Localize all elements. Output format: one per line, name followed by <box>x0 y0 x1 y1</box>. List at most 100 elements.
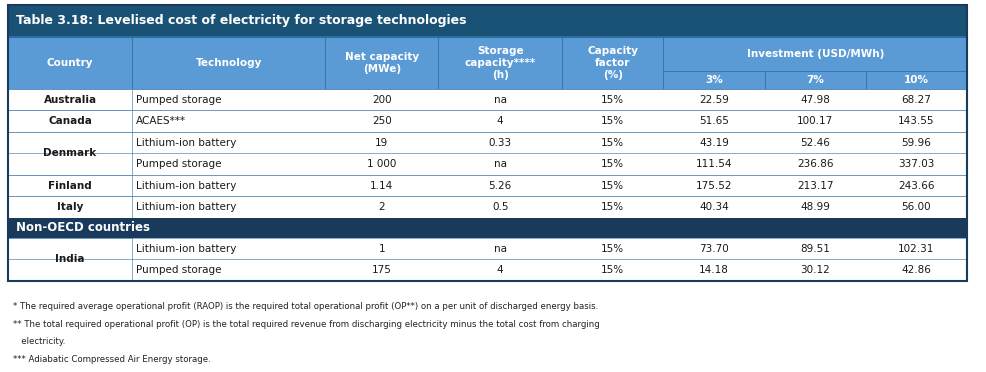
Bar <box>8 196 132 218</box>
Text: 59.96: 59.96 <box>900 138 931 148</box>
Text: 42.86: 42.86 <box>900 265 931 275</box>
Text: Investment (USD/MWh): Investment (USD/MWh) <box>745 49 883 59</box>
Text: 10%: 10% <box>903 75 928 85</box>
Text: Technology: Technology <box>195 58 261 68</box>
Text: 236.86: 236.86 <box>796 159 832 169</box>
Text: Canada: Canada <box>48 116 92 126</box>
Text: 5.26: 5.26 <box>488 181 512 191</box>
Text: 15%: 15% <box>600 181 624 191</box>
Text: Net capacity
(MWe): Net capacity (MWe) <box>344 52 418 74</box>
Text: 22.59: 22.59 <box>698 95 729 105</box>
Text: Lithium-ion battery: Lithium-ion battery <box>136 181 237 191</box>
Text: 15%: 15% <box>600 202 624 212</box>
Text: Non-OECD countries: Non-OECD countries <box>16 221 150 234</box>
Text: 15%: 15% <box>600 116 624 126</box>
Text: na: na <box>493 244 506 254</box>
Text: 47.98: 47.98 <box>800 95 829 105</box>
Text: ACAES***: ACAES*** <box>136 116 186 126</box>
Text: 14.18: 14.18 <box>698 265 729 275</box>
Text: na: na <box>493 95 506 105</box>
Bar <box>8 196 966 218</box>
Bar <box>8 110 966 132</box>
Text: 175.52: 175.52 <box>695 181 732 191</box>
Text: 15%: 15% <box>600 138 624 148</box>
Text: Table 3.18: Levelised cost of electricity for storage technologies: Table 3.18: Levelised cost of electricit… <box>16 15 466 28</box>
Text: 15%: 15% <box>600 95 624 105</box>
Text: 52.46: 52.46 <box>800 138 829 148</box>
Text: Denmark: Denmark <box>43 148 97 158</box>
Text: 102.31: 102.31 <box>897 244 934 254</box>
Text: 1.14: 1.14 <box>370 181 393 191</box>
Text: 30.12: 30.12 <box>800 265 829 275</box>
Text: na: na <box>493 159 506 169</box>
Text: 15%: 15% <box>600 159 624 169</box>
Text: 4: 4 <box>496 265 503 275</box>
Text: Italy: Italy <box>57 202 83 212</box>
Text: 15%: 15% <box>600 244 624 254</box>
Text: 250: 250 <box>372 116 391 126</box>
Text: 7%: 7% <box>806 75 823 85</box>
Text: 175: 175 <box>372 265 391 275</box>
Text: 143.55: 143.55 <box>897 116 934 126</box>
Bar <box>438 37 562 89</box>
Bar <box>132 37 325 89</box>
Text: Lithium-ion battery: Lithium-ion battery <box>136 202 237 212</box>
Text: Capacity
factor
(%): Capacity factor (%) <box>587 46 638 80</box>
Text: 3%: 3% <box>704 75 722 85</box>
Bar <box>8 132 966 175</box>
Text: 111.54: 111.54 <box>695 159 732 169</box>
Bar <box>8 110 132 132</box>
Text: 40.34: 40.34 <box>698 202 729 212</box>
Text: 56.00: 56.00 <box>900 202 930 212</box>
Bar <box>8 5 966 37</box>
Text: Lithium-ion battery: Lithium-ion battery <box>136 244 237 254</box>
Text: 48.99: 48.99 <box>800 202 829 212</box>
Bar <box>764 71 865 89</box>
Text: *** Adiabatic Compressed Air Energy storage.: *** Adiabatic Compressed Air Energy stor… <box>13 355 211 364</box>
Bar <box>8 89 132 110</box>
Text: 19: 19 <box>375 138 387 148</box>
Text: Lithium-ion battery: Lithium-ion battery <box>136 138 237 148</box>
Text: 2: 2 <box>378 202 385 212</box>
Text: 4: 4 <box>496 116 503 126</box>
Bar <box>8 175 966 196</box>
Bar <box>8 5 966 281</box>
Text: 200: 200 <box>372 95 391 105</box>
Text: Australia: Australia <box>43 95 97 105</box>
Text: 43.19: 43.19 <box>698 138 729 148</box>
Text: Finland: Finland <box>48 181 92 191</box>
Bar <box>663 37 966 71</box>
Text: Storage
capacity****
(h): Storage capacity**** (h) <box>464 46 535 80</box>
Bar <box>562 37 663 89</box>
Text: ** The total required operational profit (OP) is the total required revenue from: ** The total required operational profit… <box>13 320 599 329</box>
Text: 243.66: 243.66 <box>897 181 934 191</box>
Text: 337.03: 337.03 <box>897 159 934 169</box>
Text: India: India <box>55 254 85 264</box>
Text: Country: Country <box>46 58 94 68</box>
Bar <box>8 37 966 89</box>
Bar <box>8 37 132 89</box>
Bar <box>865 71 966 89</box>
Text: Pumped storage: Pumped storage <box>136 95 222 105</box>
Text: 213.17: 213.17 <box>796 181 832 191</box>
Text: electricity.: electricity. <box>13 337 65 346</box>
Text: 1 000: 1 000 <box>367 159 396 169</box>
Text: 73.70: 73.70 <box>698 244 729 254</box>
Text: 1: 1 <box>378 244 385 254</box>
Bar <box>325 37 438 89</box>
Text: Pumped storage: Pumped storage <box>136 159 222 169</box>
Bar <box>8 89 966 110</box>
Bar <box>8 132 132 175</box>
Bar <box>8 175 132 196</box>
Bar <box>663 71 764 89</box>
Text: 0.5: 0.5 <box>491 202 508 212</box>
Text: 51.65: 51.65 <box>698 116 729 126</box>
Text: 0.33: 0.33 <box>488 138 511 148</box>
Bar <box>8 238 966 281</box>
Text: 15%: 15% <box>600 265 624 275</box>
Bar <box>8 218 966 238</box>
Text: 68.27: 68.27 <box>900 95 931 105</box>
Text: * The required average operational profit (RAOP) is the required total operation: * The required average operational profi… <box>13 302 598 311</box>
Text: Pumped storage: Pumped storage <box>136 265 222 275</box>
Text: 89.51: 89.51 <box>800 244 829 254</box>
